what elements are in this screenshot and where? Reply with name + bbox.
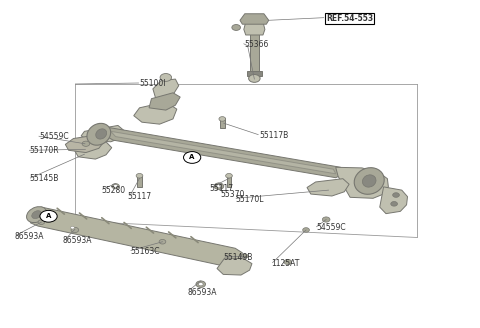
Circle shape <box>284 259 292 265</box>
Text: 86593A: 86593A <box>63 236 93 245</box>
Circle shape <box>196 281 205 287</box>
Circle shape <box>159 239 166 244</box>
Polygon shape <box>380 187 408 214</box>
Polygon shape <box>220 118 225 128</box>
Polygon shape <box>336 167 388 198</box>
Circle shape <box>38 220 45 224</box>
Polygon shape <box>81 125 124 142</box>
Polygon shape <box>247 71 262 76</box>
Text: 55366: 55366 <box>245 40 269 49</box>
Text: 54559C: 54559C <box>39 133 69 141</box>
Text: 1125AT: 1125AT <box>271 259 300 268</box>
Circle shape <box>226 174 232 178</box>
Ellipse shape <box>362 175 376 187</box>
Polygon shape <box>75 142 112 159</box>
Text: 55117: 55117 <box>128 192 152 201</box>
Circle shape <box>198 282 203 286</box>
Circle shape <box>393 193 399 197</box>
Circle shape <box>82 141 90 146</box>
Circle shape <box>71 227 79 233</box>
Polygon shape <box>227 176 231 187</box>
Polygon shape <box>111 131 336 174</box>
Circle shape <box>71 226 74 229</box>
Ellipse shape <box>26 207 47 223</box>
Text: 86593A: 86593A <box>14 232 44 241</box>
Text: 55280: 55280 <box>101 186 125 195</box>
Text: 55145B: 55145B <box>29 174 59 183</box>
Circle shape <box>323 217 330 222</box>
Text: 55117B: 55117B <box>259 131 288 140</box>
Circle shape <box>219 117 226 121</box>
Circle shape <box>249 74 260 82</box>
Circle shape <box>160 73 171 81</box>
Polygon shape <box>250 24 259 74</box>
Text: 55370: 55370 <box>221 190 245 198</box>
Ellipse shape <box>87 123 111 145</box>
Circle shape <box>232 25 240 31</box>
Text: 55117: 55117 <box>209 184 233 193</box>
Polygon shape <box>153 79 179 100</box>
Polygon shape <box>134 102 177 124</box>
Circle shape <box>241 254 248 258</box>
Polygon shape <box>307 179 349 196</box>
Ellipse shape <box>354 168 384 194</box>
Ellipse shape <box>32 211 41 218</box>
Circle shape <box>183 152 201 163</box>
Text: 55163C: 55163C <box>130 247 159 256</box>
Polygon shape <box>149 93 180 110</box>
Polygon shape <box>137 176 142 187</box>
Polygon shape <box>240 14 269 24</box>
Circle shape <box>136 174 143 178</box>
Text: 55149B: 55149B <box>223 253 252 262</box>
Polygon shape <box>30 207 242 267</box>
Circle shape <box>112 184 120 189</box>
Polygon shape <box>217 258 252 275</box>
Circle shape <box>113 185 118 188</box>
Text: 55170R: 55170R <box>29 146 59 155</box>
Polygon shape <box>244 22 265 35</box>
Text: 55100I: 55100I <box>140 78 166 88</box>
Circle shape <box>303 228 310 232</box>
Text: A: A <box>46 213 51 219</box>
Circle shape <box>391 202 397 206</box>
Polygon shape <box>104 127 345 178</box>
Text: 55170L: 55170L <box>235 195 264 204</box>
Text: 86593A: 86593A <box>187 288 217 297</box>
Text: REF.54-553: REF.54-553 <box>326 14 373 23</box>
Text: 54559C: 54559C <box>317 223 346 232</box>
Circle shape <box>214 183 224 190</box>
Text: A: A <box>190 154 195 160</box>
Ellipse shape <box>96 129 107 139</box>
Circle shape <box>40 210 57 222</box>
Polygon shape <box>65 134 105 153</box>
Circle shape <box>216 185 221 188</box>
